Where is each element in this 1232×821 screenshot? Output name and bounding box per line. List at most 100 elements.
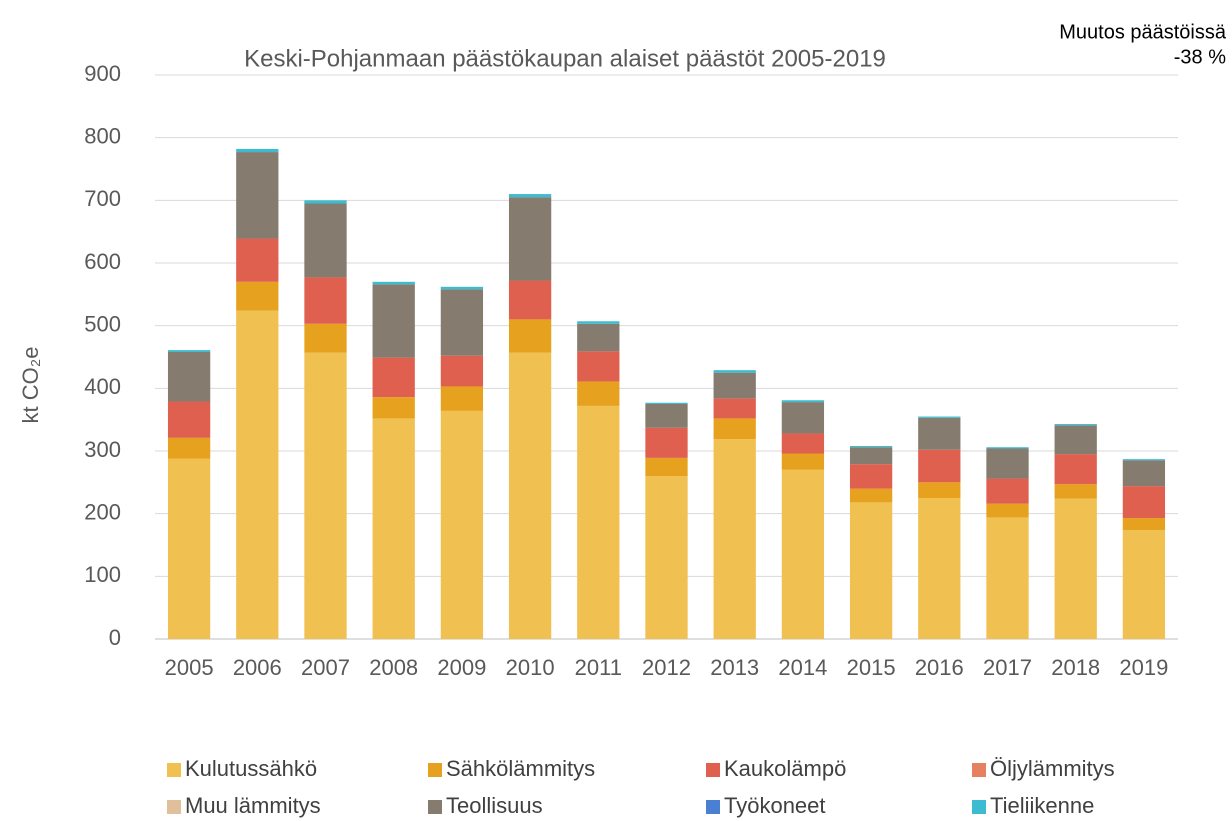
bar-segment (713, 439, 756, 639)
bar-segment (236, 310, 279, 639)
bar-segment (440, 289, 484, 356)
bar-segment (304, 277, 347, 324)
bar-segment (849, 447, 893, 465)
legend-swatch (428, 763, 442, 777)
bar-segment (440, 355, 484, 387)
bar-segment (372, 357, 415, 398)
bar-segment (304, 352, 347, 639)
legend-label: Sähkölämmitys (446, 756, 595, 781)
legend-label: Tieliikenne (990, 793, 1094, 818)
bar-segment (577, 351, 620, 382)
bar-segment (304, 323, 347, 353)
bar-segment (849, 445, 893, 448)
legend-swatch (167, 763, 181, 777)
x-tick-label: 2005 (165, 655, 214, 680)
bar-segment (918, 482, 961, 498)
bar-segment (713, 398, 756, 419)
x-tick-label: 2008 (369, 655, 418, 680)
y-axis-label: kt CO₂e (18, 347, 43, 424)
bar-segment (645, 476, 688, 639)
legend-label: Muu lämmitys (185, 793, 321, 818)
bar-segment (918, 498, 961, 639)
bar-segment (1054, 424, 1097, 426)
x-tick-label: 2018 (1051, 655, 1100, 680)
bar-segment (236, 238, 279, 282)
bar-segment (986, 478, 1029, 504)
bar-segment (440, 386, 484, 411)
bar-segment (1122, 486, 1166, 519)
bar-segment (372, 418, 415, 639)
bar-segment (849, 502, 893, 639)
annotation: -38 % (1174, 46, 1226, 68)
bar-segment (986, 503, 1029, 518)
x-tick-label: 2006 (233, 655, 282, 680)
bar-segment (1122, 518, 1166, 530)
bar-segment (577, 321, 620, 324)
x-tick-label: 2007 (301, 655, 350, 680)
x-tick-label: 2017 (983, 655, 1032, 680)
bar-segment (645, 457, 688, 477)
bar-segment (918, 449, 961, 483)
y-tick-label: 100 (84, 562, 121, 587)
bar-segment (781, 433, 825, 454)
legend-label: Kaukolämpö (724, 756, 846, 781)
bar-segment (713, 418, 756, 440)
y-tick-label: 0 (109, 625, 121, 650)
bar-segment (167, 351, 211, 402)
bar-segment (1122, 529, 1166, 639)
bar-segment (645, 427, 688, 458)
y-tick-label: 900 (84, 61, 121, 86)
x-tick-label: 2014 (778, 655, 827, 680)
bar-segment (781, 400, 825, 403)
bar-segment (577, 405, 620, 639)
y-tick-label: 500 (84, 311, 121, 336)
chart-title: Keski-Pohjanmaan päästökaupan alaiset pä… (244, 45, 886, 72)
bar-segment (781, 453, 825, 470)
bar-segment (167, 401, 211, 438)
bar-segment (372, 284, 415, 358)
y-tick-label: 200 (84, 499, 121, 524)
x-tick-label: 2011 (575, 655, 622, 680)
bar-segment (508, 319, 552, 353)
legend-swatch (428, 800, 442, 814)
y-tick-label: 700 (84, 186, 121, 211)
bar-segment (1122, 459, 1166, 461)
bar-segment (167, 350, 211, 352)
bar-segment (372, 397, 415, 419)
x-tick-label: 2015 (847, 655, 896, 680)
x-tick-label: 2019 (1119, 655, 1168, 680)
bar-segment (986, 448, 1029, 479)
legend-swatch (167, 800, 181, 814)
bar-segment (849, 488, 893, 503)
bar-segment (713, 372, 756, 399)
bar-segment (986, 517, 1029, 639)
y-tick-label: 300 (84, 437, 121, 462)
bar-segment (236, 281, 279, 311)
bar-segment (508, 194, 552, 198)
bar-segment (781, 469, 825, 639)
bar-segment (577, 381, 620, 406)
annotation: Muutos päästöissä (1059, 21, 1227, 43)
bar-segment (372, 281, 415, 285)
legend-swatch (972, 763, 986, 777)
bar-segment (645, 402, 688, 404)
bar-segment (1122, 460, 1166, 487)
bar-segment (577, 323, 620, 352)
bar-segment (1054, 498, 1097, 639)
bar-segment (713, 370, 756, 373)
bar-segment (645, 404, 688, 428)
y-tick-label: 400 (84, 374, 121, 399)
bar-segment (236, 152, 279, 239)
bar-segment (440, 286, 484, 290)
legend-label: Työkoneet (724, 793, 826, 818)
bar-segment (781, 402, 825, 434)
bar-segment (1054, 454, 1097, 485)
bar-segment (1054, 484, 1097, 499)
legend-swatch (706, 800, 720, 814)
x-tick-label: 2013 (710, 655, 759, 680)
legend-label: Kulutussähkö (185, 756, 317, 781)
bar-segment (508, 197, 552, 281)
y-tick-label: 800 (84, 123, 121, 148)
bar-segment (304, 200, 347, 204)
